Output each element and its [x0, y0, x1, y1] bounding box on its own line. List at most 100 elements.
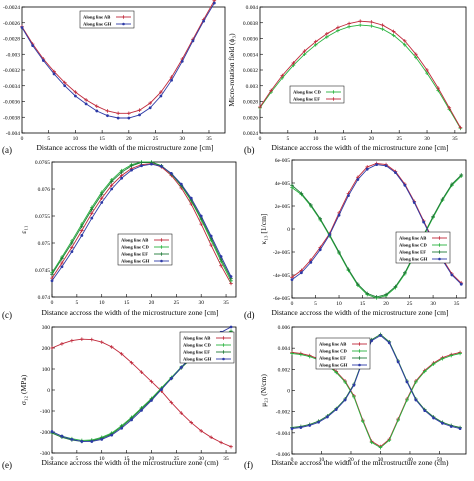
data-point — [290, 427, 294, 430]
data-point — [212, 1, 216, 5]
y-tick-label: -200 — [40, 430, 50, 436]
data-point — [422, 220, 426, 224]
data-point — [60, 265, 64, 269]
data-point — [137, 108, 142, 112]
panel-label: (a) — [2, 145, 12, 155]
data-point — [379, 334, 382, 337]
x-tick-label: 15 — [341, 136, 347, 142]
data-point — [302, 52, 307, 57]
legend-marker — [437, 243, 442, 247]
data-point — [100, 201, 104, 204]
x-tick-label: 20 — [149, 300, 155, 306]
data-point — [99, 196, 104, 200]
legend-label: Along line AB — [83, 15, 110, 20]
data-point — [334, 408, 338, 411]
x-tick-label: 0 — [21, 136, 24, 142]
data-point — [299, 352, 303, 357]
legend-marker — [121, 15, 126, 19]
data-point — [459, 173, 464, 177]
legend-marker — [221, 350, 226, 354]
data-point — [365, 291, 370, 296]
y-tick-label: 0.0024 — [243, 131, 258, 137]
data-point — [50, 272, 54, 277]
x-tick-label: 0 — [51, 300, 54, 306]
x-tick-label: 35 — [452, 136, 458, 142]
data-point — [80, 228, 84, 233]
data-point — [328, 233, 332, 237]
legend-marker — [159, 252, 164, 256]
x-tick-label: 0 — [291, 457, 294, 463]
panel-label: (d) — [244, 310, 255, 320]
data-point — [396, 360, 400, 364]
data-point — [313, 43, 318, 47]
y-tick-label: -0.004 — [6, 131, 20, 137]
data-point — [129, 360, 134, 365]
data-point — [229, 275, 233, 278]
panel-d: 0 5 10 15 20 25 30 35 6e-005 4e-005 2e-005 0 -2e-005… — [244, 158, 467, 320]
data-point — [60, 256, 64, 261]
y-tick-label: 0.002 — [278, 367, 291, 373]
legend-label: Along line GH — [83, 22, 112, 27]
x-tick-label: 5 — [286, 136, 289, 142]
legend-label: Along line GH — [399, 257, 428, 262]
data-point — [120, 426, 124, 430]
y-tick-label: -2e-005 — [273, 250, 290, 256]
data-point — [450, 182, 454, 186]
data-point — [360, 419, 365, 423]
data-point — [290, 183, 294, 188]
data-point — [140, 408, 143, 412]
data-point — [169, 400, 174, 405]
legend-label: Along line CD — [399, 243, 428, 248]
legend-label: Along line GH — [319, 363, 348, 368]
y-tick-label: 0.0765 — [35, 160, 50, 166]
legend-label: Along line CD — [293, 90, 322, 95]
data-point — [100, 437, 104, 441]
legend-label: Along line AB — [183, 336, 210, 341]
x-tick-label: 0 — [259, 136, 262, 142]
data-point — [160, 388, 163, 391]
data-point — [169, 75, 174, 79]
x-tick-label: 30 — [180, 136, 186, 142]
data-point — [414, 398, 418, 402]
data-point — [280, 73, 285, 78]
x-tick-label: 25 — [396, 136, 402, 142]
x-axis-label: Distance accross the width of the micros… — [41, 458, 219, 467]
data-point — [403, 183, 407, 187]
y-tick-label: -4e-005 — [273, 273, 290, 279]
data-point — [449, 353, 454, 358]
data-point — [458, 351, 462, 356]
data-point — [219, 440, 223, 445]
data-point — [110, 433, 114, 437]
data-point — [20, 26, 24, 29]
data-point — [414, 52, 418, 57]
data-point — [129, 163, 134, 168]
data-point — [425, 71, 429, 75]
legend-marker — [160, 259, 163, 263]
data-point — [60, 261, 64, 265]
data-point — [70, 437, 74, 441]
data-point — [180, 59, 184, 63]
data-point — [140, 164, 143, 168]
data-point — [309, 203, 313, 207]
data-point — [352, 383, 356, 387]
data-point — [159, 90, 163, 94]
data-point — [80, 234, 84, 237]
x-tick-label: 25 — [174, 300, 180, 306]
series-along-line-gh — [290, 334, 462, 430]
data-point — [60, 342, 64, 346]
data-point — [202, 19, 206, 23]
data-point — [393, 284, 398, 289]
data-point — [325, 31, 329, 36]
data-point — [365, 167, 369, 171]
data-point — [436, 86, 440, 90]
y-tick-label: 0.004 — [246, 5, 259, 11]
y-tick-label: 0.0038 — [243, 21, 258, 27]
data-point — [299, 191, 304, 196]
x-tick-label: 10 — [313, 136, 319, 142]
data-point — [179, 182, 183, 186]
y-tick-label: 2e-005 — [275, 204, 291, 210]
x-tick-label: 0 — [291, 301, 294, 307]
data-point — [150, 162, 153, 166]
data-point — [130, 418, 133, 422]
data-point — [313, 39, 318, 44]
